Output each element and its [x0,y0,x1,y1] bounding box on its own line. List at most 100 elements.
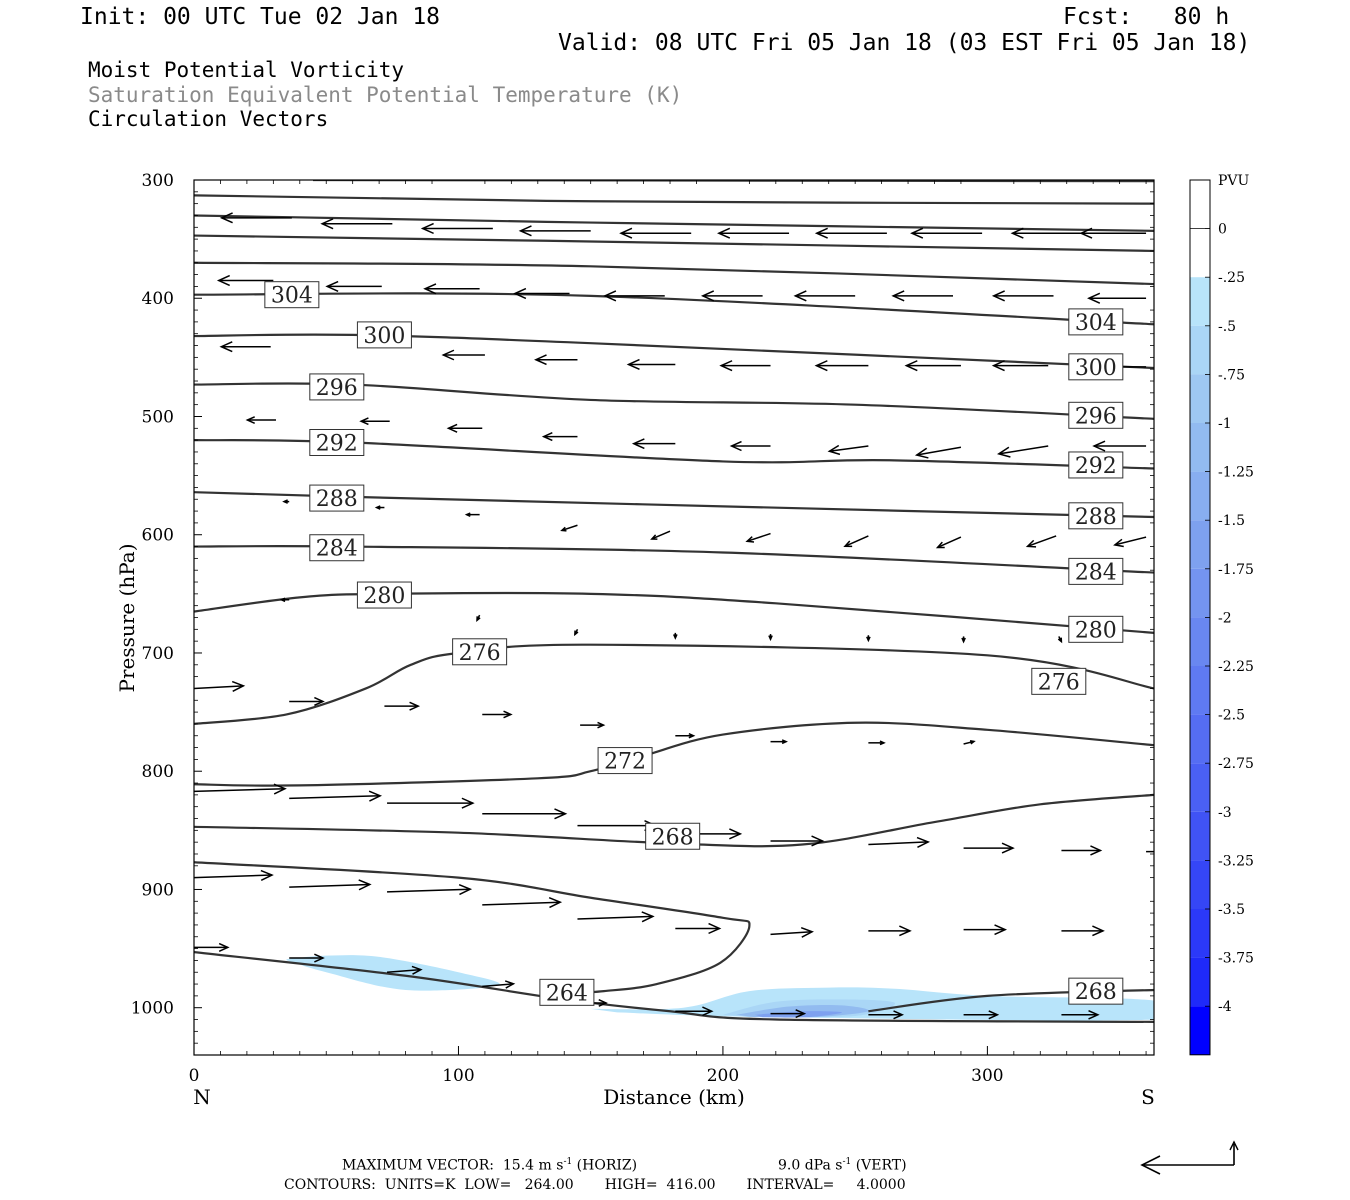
colorbar-swatch [1190,180,1210,229]
theta-e-contour [194,721,1154,787]
vector-head [441,349,455,361]
contour-label: 284 [1075,560,1117,585]
circulation-vector [387,797,475,809]
circulation-vector [1061,845,1103,856]
vector-shaft [194,874,273,879]
vector-head [745,536,755,543]
vector-head [814,227,828,239]
circulation-vector [387,965,423,975]
vector-head [717,227,731,239]
vector-head [988,1010,1000,1020]
theta-e-contour [194,491,1154,519]
vector-head [843,540,853,548]
circulation-vector [996,445,1049,458]
vector-head [504,980,516,989]
circulation-vector [194,783,287,795]
circulation-vector [891,290,954,302]
contour-label: 276 [459,641,501,666]
circulation-vector [1025,535,1057,548]
vector-head [409,701,421,711]
vector-head [314,953,325,963]
circulation-vector [482,808,568,820]
y-axis-title: Pressure (hPa) [115,544,139,693]
colorbar-label: -.5 [1218,319,1236,335]
circulation-vector [534,354,578,366]
x-tick-label: 100 [442,1066,474,1086]
theta-e-contour [194,234,1154,253]
circulation-vector [289,879,372,891]
circulation-vector [194,680,246,692]
theta-e-contour [194,951,1154,1023]
vector-head [245,416,256,424]
circulation-vector [961,636,966,644]
circulation-vector [1010,227,1083,239]
circulation-vector [1113,536,1147,548]
vector-head [518,225,532,237]
vector-head [219,212,233,224]
circulation-vector [1079,227,1147,239]
colorbar-swatch [1190,909,1210,958]
x-axis-title: Distance (km) [603,1085,745,1109]
contour-label: 296 [1075,404,1117,429]
axis-layer: 300 400 500 600 700 800 900 1000 0 100 200 300 [131,171,1154,1086]
y-tick-label: 300 [142,171,174,191]
vector-head [325,280,339,292]
circulation-vector [770,1009,807,1019]
vector-head [626,358,640,371]
theta-e-contour [194,333,1154,370]
contour-label-layer: 3043043003002962962922922882882842842802… [264,281,1124,1006]
circulation-vector [374,505,385,510]
vector-head [916,836,931,848]
colorbar-swatch [1190,957,1210,1007]
vector-head [314,696,325,706]
vector-head [273,783,287,795]
contour-info: CONTOURS: UNITS=K LOW= 264.00 HIGH= 416.… [284,1177,906,1193]
max-horizontal-tag: (HORIZ) [576,1157,638,1174]
max-vertical-line: 9.0 dPa s-1 (VERT) [778,1158,907,1173]
circulation-vector [827,444,869,456]
contour-label: 304 [271,284,313,309]
vector-head [1087,292,1101,304]
max-vector-line: MAXIMUM VECTOR: 15.4 m s-1 (HORIZ) [342,1158,637,1173]
circulation-vector [770,927,814,938]
circulation-vector [464,512,480,517]
colorbar-label: -1.25 [1218,465,1254,481]
vector-head [814,360,828,372]
contour-label: 288 [316,487,358,512]
colorbar-swatch [1190,568,1210,618]
vector-head [216,274,231,287]
pv-colorbar: PVU 0 -.25 -.5 -.75 -1 -1.25 -1.5 -1.75 -2 -2.25 -2… [1189,173,1254,1056]
field-title-mpv: Moist Potential Vorticity [88,58,405,82]
theta-e-contour [194,292,1154,326]
vector-head [793,290,807,302]
contour-label-box [1068,615,1124,643]
vector-head [597,721,606,729]
forecast-hour: Fcst: 80 h [1063,4,1230,30]
vector-head [541,432,553,442]
contour-label-box [539,978,595,1006]
vector-head [411,965,423,975]
colorbar-label: -3 [1218,805,1232,821]
vector-head [1088,1009,1100,1020]
contour-label: 280 [363,584,405,609]
circulation-vector [673,632,678,640]
circulation-vector [1057,636,1063,644]
circulation-vector [675,922,722,935]
contour-label: 284 [316,537,358,562]
contour-label-box [1068,557,1124,585]
circulation-vector [1061,925,1105,937]
vector-head [719,360,733,372]
colorbar-label: -.75 [1218,367,1245,383]
max-vertical-value: 9.0 dPa s [778,1157,843,1174]
vector-head [503,710,513,719]
reference-vector-icon [1140,1140,1239,1175]
vector-head [560,526,567,532]
circulation-vector [935,536,962,549]
colorbar-swatch [1190,228,1210,278]
contour-label-box [264,281,320,309]
circulation-vector [446,423,483,433]
circulation-vector [577,911,655,923]
contour-label-box [645,822,701,850]
vector-head [893,1010,905,1020]
contour-label-box [309,484,365,512]
